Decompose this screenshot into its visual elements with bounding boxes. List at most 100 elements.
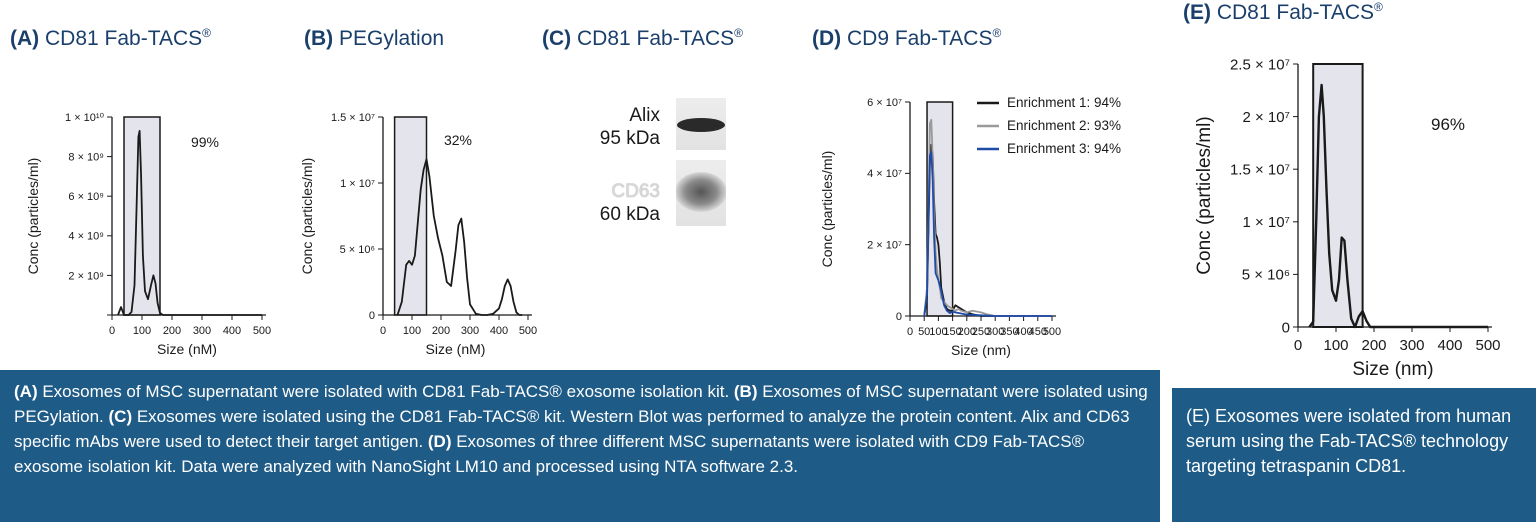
x-tick-label: 100 (403, 325, 421, 337)
x-tick-label: 350 (1000, 326, 1018, 338)
y-tick-label: 4 × 10⁷ (867, 168, 902, 180)
x-axis-label: Size (nM) (157, 341, 217, 357)
x-tick-label: 0 (907, 326, 913, 338)
panel-title-b: (B) PEGylation (304, 26, 444, 51)
panel-title-text: CD81 Fab-TACS (1216, 1, 1374, 24)
cd63-band (676, 172, 726, 212)
y-tick-label: 5 × 10⁶ (340, 244, 375, 256)
panel-title-d: (D) CD9 Fab-TACS® (812, 26, 1001, 51)
gate-box (393, 116, 428, 316)
y-tick-label: 2 × 10⁹ (68, 270, 104, 282)
y-tick-label: 2 × 10⁷ (867, 240, 902, 252)
caption-side: (E) Exosomes were isolated from human se… (1172, 388, 1536, 522)
y-tick-label: 2 × 10⁷ (1242, 109, 1290, 126)
x-axis-label: Size (nm) (1352, 359, 1433, 380)
panel-title-text: PEGylation (339, 27, 445, 50)
x-tick-label: 100 (1323, 337, 1348, 354)
caption-a: (A) Exosomes of MSC supernatant were iso… (14, 382, 734, 401)
y-axis-label: Conc (particles/ml) (819, 151, 835, 268)
band-size: 60 kDa (599, 204, 660, 225)
x-tick-label: 200 (163, 325, 181, 337)
band-name: Alix (629, 105, 660, 126)
y-tick-label: 4 × 10⁹ (68, 231, 104, 243)
percent-annotation: 96% (1431, 115, 1465, 134)
y-axis-label: Conc (particles/ml) (25, 158, 41, 275)
alix-band (677, 118, 725, 132)
legend-label: Enrichment 1: 94% (1007, 95, 1121, 110)
x-tick-label: 0 (380, 325, 386, 337)
x-tick-label: 500 (1475, 337, 1500, 354)
y-tick-label: 0 (896, 311, 902, 323)
y-tick-label: 5 × 10⁶ (1242, 267, 1290, 284)
registered-mark: ® (734, 26, 743, 40)
x-tick-label: 200 (1361, 337, 1386, 354)
y-tick-label: 6 × 10⁷ (867, 97, 902, 109)
panel-title-c: (C) CD81 Fab-TACS® (542, 26, 743, 51)
y-tick-label: 6 × 10⁹ (68, 191, 104, 203)
x-tick-label: 0 (1294, 337, 1302, 354)
series-line-1 (1308, 83, 1488, 329)
panel-letter: (B) (304, 27, 334, 50)
x-tick-label: 50 (918, 326, 930, 338)
chart-e: 0 100 200 300 400 500 0 5 × 10⁶ 1 × 10⁷ 1.5 × 10⁷… (1194, 56, 1501, 380)
x-tick-label: 200 (958, 326, 976, 338)
x-tick-label: 500 (519, 325, 537, 337)
legend-label: Enrichment 3: 94% (1007, 141, 1121, 156)
series-line-1 (396, 158, 523, 316)
chart-a: 0 100 200 300 400 500 2 × 10⁹ 4 × 10⁹ 6 × 10⁹ 8 ×… (25, 112, 271, 357)
band-name: CD63 (611, 181, 660, 202)
x-tick-label: 300 (461, 325, 479, 337)
panel-letter: (D) (812, 27, 842, 50)
percent-annotation: 32% (444, 132, 472, 148)
caption-b: (B) Exosomes of MSC supernatant were iso… (14, 382, 1148, 426)
series-line-3 (923, 151, 1052, 317)
y-axis-label: Conc (particles/ml) (299, 158, 315, 275)
caption-c: (C) Exosomes were isolated using the CD8… (14, 407, 1130, 451)
panel-letter: (C) (542, 27, 572, 50)
caption-d: (D) Exosomes of three different MSC supe… (14, 432, 1085, 476)
blot-image (676, 98, 726, 226)
caption-e: (E) Exosomes were isolated from human se… (1186, 406, 1512, 476)
panel-title-text: CD9 Fab-TACS (847, 27, 993, 50)
x-axis-label: Size (nm) (951, 342, 1011, 358)
y-tick-label: 8 × 10⁹ (68, 151, 104, 163)
x-tick-label: 500 (1043, 326, 1061, 338)
y-tick-label: 2.5 × 10⁷ (1230, 56, 1290, 73)
legend-label: Enrichment 2: 93% (1007, 118, 1121, 133)
registered-mark: ® (202, 26, 211, 40)
x-tick-label: 200 (432, 325, 450, 337)
x-tick-label: 400 (490, 325, 508, 337)
y-tick-label: 0 (369, 310, 375, 322)
x-tick-label: 450 (1029, 326, 1047, 338)
x-tick-label: 400 (223, 325, 241, 337)
x-tick-label: 400 (1437, 337, 1462, 354)
chart-b: 0 100 200 300 400 500 0 5 × 10⁶ 1 × 10⁷ 1.5 × 10⁷… (299, 112, 537, 357)
percent-annotation: 99% (191, 134, 219, 150)
band-label-alix: Alix 95 kDa (585, 104, 660, 150)
x-tick-label: 0 (109, 325, 115, 337)
y-tick-label: 1 × 10⁷ (1242, 214, 1290, 231)
band-size: 95 kDa (599, 128, 660, 149)
series-line-1 (117, 130, 262, 316)
panel-title-a: (A) CD81 Fab-TACS® (10, 26, 211, 51)
panel-title-text: CD81 Fab-TACS (577, 27, 735, 50)
x-tick-label: 100 (929, 326, 947, 338)
x-tick-label: 250 (972, 326, 990, 338)
panel-title-text: CD81 Fab-TACS (45, 27, 203, 50)
y-tick-label: 0 (1282, 319, 1290, 336)
panel-letter: (A) (10, 27, 40, 50)
y-tick-label: 1.5 × 10⁷ (1230, 161, 1290, 178)
x-tick-label: 400 (1014, 326, 1032, 338)
y-axis-label: Conc (particles/ml) (1194, 116, 1215, 274)
caption-main: (A) Exosomes of MSC supernatant were iso… (0, 370, 1160, 522)
x-tick-label: 150 (943, 326, 961, 338)
x-tick-label: 300 (986, 326, 1004, 338)
x-tick-label: 100 (133, 325, 151, 337)
x-tick-label: 500 (253, 325, 271, 337)
band-label-cd63: CD63 60 kDa (585, 180, 660, 226)
x-tick-label: 300 (193, 325, 211, 337)
registered-mark: ® (1374, 0, 1383, 14)
x-axis-label: Size (nM) (426, 341, 486, 357)
registered-mark: ® (992, 26, 1002, 40)
